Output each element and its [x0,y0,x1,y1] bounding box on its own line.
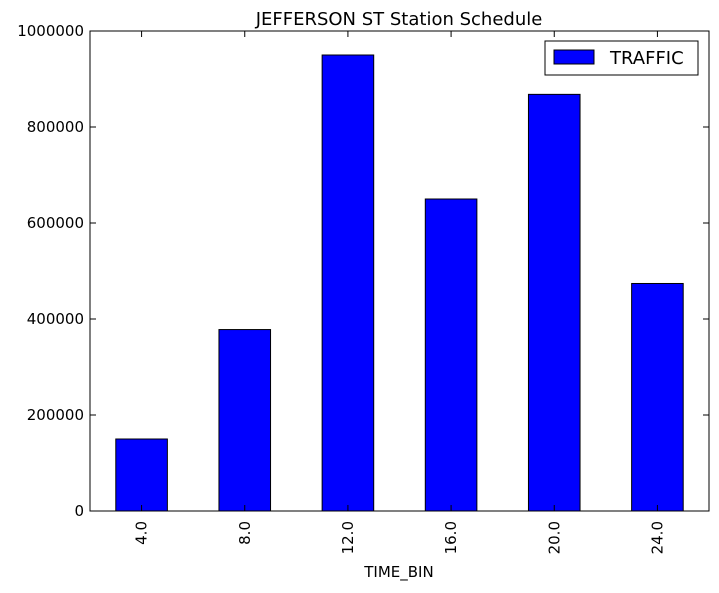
x-tick-label: 12.0 [339,521,357,554]
y-tick-label: 600000 [27,214,84,232]
bar-8.0 [218,329,272,512]
y-tick-label: 0 [74,502,84,520]
x-tick-label: 24.0 [648,521,666,554]
y-tick-label: 200000 [27,406,84,424]
legend-swatch [553,49,595,65]
x-tick-label: 4.0 [133,521,151,545]
x-axis-label: TIME_BIN [363,563,433,582]
bar-20.0 [527,93,581,512]
bar-4.0 [115,438,168,512]
x-tick-label: 20.0 [545,521,563,554]
x-tick-label: 16.0 [442,521,460,554]
bars-layer [115,54,684,512]
legend: TRAFFIC [544,40,699,76]
bar-16.0 [424,198,478,512]
bar-12.0 [321,54,375,512]
y-tick-label: 1000000 [17,22,84,40]
chart-title: JEFFERSON ST Station Schedule [255,9,543,30]
y-tick-label: 800000 [27,118,84,136]
legend-label-traffic: TRAFFIC [609,48,684,69]
y-tick-label: 400000 [27,310,84,328]
y-axis-ticks: 0 200000 400000 600000 800000 1000000 [17,22,709,520]
plot-frame [89,30,710,512]
x-tick-label: 8.0 [236,521,254,545]
x-axis-ticks: 4.0 8.0 12.0 16.0 20.0 24.0 [133,31,666,554]
bar-24.0 [631,282,684,512]
